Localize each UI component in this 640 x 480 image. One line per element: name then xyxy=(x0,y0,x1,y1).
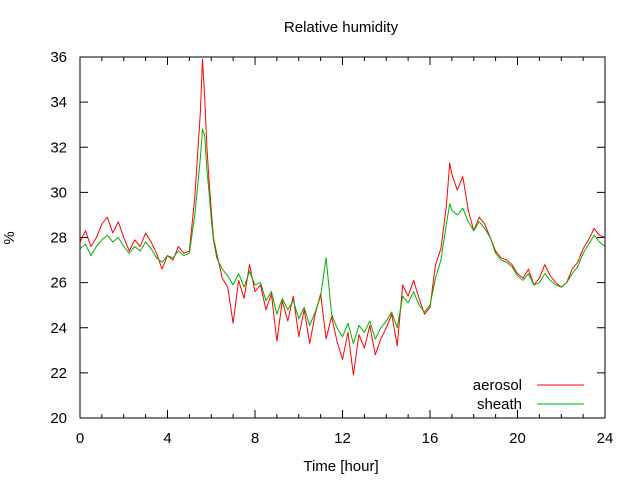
x-tick-label: 4 xyxy=(163,430,171,447)
legend-label-sheath: sheath xyxy=(477,396,522,413)
series-line-sheath xyxy=(79,128,606,344)
legend: aerosol sheath xyxy=(473,377,584,413)
y-tick-label: 22 xyxy=(50,365,67,382)
series-lines xyxy=(79,58,606,376)
series-line-aerosol xyxy=(79,58,606,376)
y-tick-label: 26 xyxy=(50,275,67,292)
y-tick-label: 28 xyxy=(50,230,67,247)
y-axis-label: % xyxy=(1,231,18,244)
plot-frame xyxy=(79,56,606,419)
x-tick-label: 0 xyxy=(76,430,84,447)
legend-label-aerosol: aerosol xyxy=(473,377,522,394)
y-tick-label: 30 xyxy=(50,184,67,201)
chart-title: Relative humidity xyxy=(284,19,399,36)
y-tick-label: 32 xyxy=(50,139,67,156)
x-tick-label: 24 xyxy=(597,430,614,447)
y-tick-label: 20 xyxy=(50,410,67,427)
axis-ticks: 0 4 8 12 16 20 24 20 22 24 26 28 30 32 34 36 xyxy=(50,49,613,447)
x-tick-label: 20 xyxy=(509,430,526,447)
x-tick-label: 16 xyxy=(422,430,439,447)
y-tick-label: 24 xyxy=(50,320,67,337)
x-axis-label: Time [hour] xyxy=(303,458,378,475)
y-tick-label: 34 xyxy=(50,94,67,111)
y-tick-label: 36 xyxy=(50,49,67,66)
x-tick-label: 12 xyxy=(334,430,351,447)
x-tick-label: 8 xyxy=(251,430,259,447)
